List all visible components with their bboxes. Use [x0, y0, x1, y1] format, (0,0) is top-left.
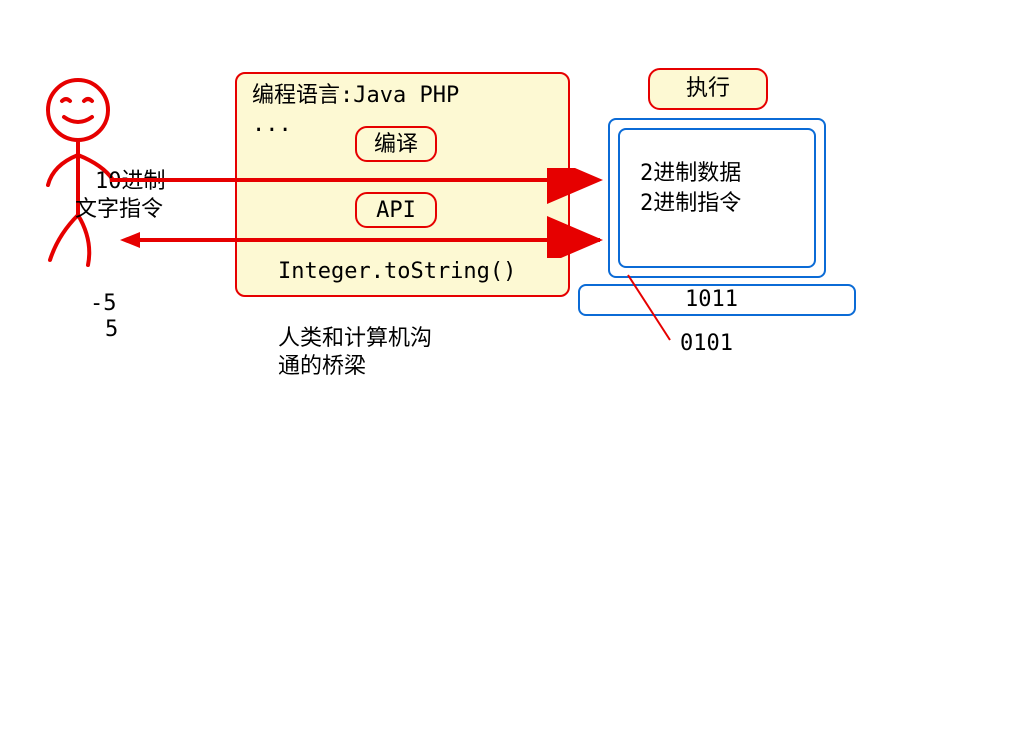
compile-pill: 编译: [355, 126, 437, 162]
value-positive: 5: [105, 316, 118, 345]
value-negative: -5: [90, 290, 117, 319]
method-text: Integer.toString(): [278, 258, 516, 287]
execute-label: 执行: [686, 76, 730, 101]
compile-label: 编译: [374, 132, 418, 157]
arrow-left: [110, 168, 620, 258]
binary-data-label: 2进制数据: [640, 160, 741, 189]
binary-instr-label: 2进制指令: [640, 190, 741, 219]
caption-line1: 人类和计算机沟: [278, 325, 432, 354]
execute-pill: 执行: [648, 68, 768, 110]
red-tick-line: [620, 270, 700, 350]
caption-line2: 通的桥梁: [278, 353, 366, 382]
